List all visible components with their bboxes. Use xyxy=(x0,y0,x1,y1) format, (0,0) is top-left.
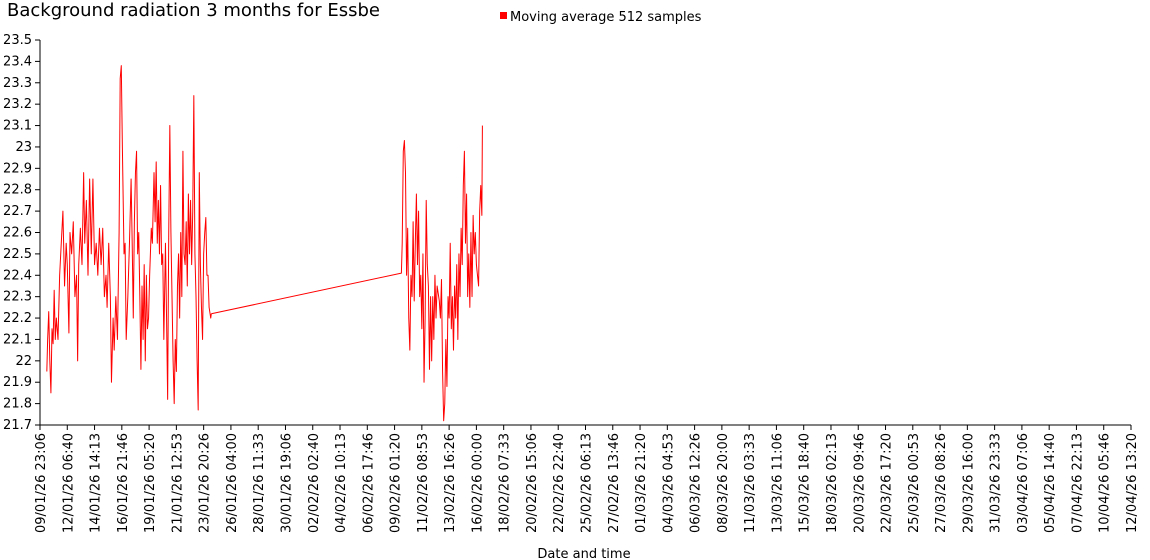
x-tick-label: 03/04/26 07:06 xyxy=(1016,433,1031,533)
x-tick-label: 09/01/26 23:06 xyxy=(34,433,49,533)
x-tick-label: 20/02/26 15:06 xyxy=(525,433,540,533)
x-tick-label: 16/02/26 00:00 xyxy=(470,433,485,533)
x-tick-label: 01/03/26 21:20 xyxy=(634,433,649,533)
legend: Moving average 512 samples xyxy=(500,10,702,25)
x-tick-label: 12/01/26 06:40 xyxy=(61,433,76,533)
y-tick-label: 23 xyxy=(15,140,32,155)
y-tick-label: 21.8 xyxy=(3,397,32,412)
x-tick-label: 06/02/26 17:46 xyxy=(361,433,376,533)
legend-swatch xyxy=(500,12,507,19)
y-tick-label: 22.2 xyxy=(3,311,32,326)
x-tick-label: 22/03/26 17:20 xyxy=(880,433,895,533)
x-tick-label: 25/02/26 06:13 xyxy=(580,433,595,533)
y-tick-label: 23.5 xyxy=(3,33,32,48)
x-tick-label: 18/02/26 07:33 xyxy=(498,433,513,533)
x-axis: 09/01/26 23:06 12/01/26 06:40 14/01/26 14:… xyxy=(34,424,1140,533)
y-tick-label: 21.7 xyxy=(3,418,32,433)
x-tick-label: 31/03/26 23:33 xyxy=(989,433,1004,533)
x-tick-label: 22/02/26 22:40 xyxy=(552,433,567,533)
legend-label: Moving average 512 samples xyxy=(510,10,702,25)
x-tick-label: 02/02/26 02:40 xyxy=(307,433,322,533)
x-tick-label: 20/03/26 09:46 xyxy=(852,433,867,533)
x-tick-label: 13/02/26 16:26 xyxy=(443,433,458,533)
x-tick-label: 30/01/26 19:06 xyxy=(279,433,294,533)
x-tick-label: 06/03/26 12:26 xyxy=(689,433,704,533)
x-tick-label: 18/03/26 02:13 xyxy=(825,433,840,533)
y-tick-label: 22.3 xyxy=(3,290,32,305)
y-tick-label: 22.6 xyxy=(3,226,32,241)
x-tick-label: 09/02/26 01:20 xyxy=(389,433,404,533)
x-tick-label: 23/01/26 20:26 xyxy=(198,433,213,533)
x-tick-label: 21/01/26 12:53 xyxy=(170,433,185,533)
x-tick-label: 28/01/26 11:33 xyxy=(252,433,267,533)
y-tick-label: 22.1 xyxy=(3,332,32,347)
y-tick-label: 22 xyxy=(15,354,32,369)
x-tick-label: 26/01/26 04:00 xyxy=(225,433,240,533)
x-tick-label: 05/04/26 14:40 xyxy=(1043,433,1058,533)
chart-title: Background radiation 3 months for Essbe xyxy=(7,0,380,21)
x-tick-label: 19/01/26 05:20 xyxy=(143,433,158,533)
x-tick-label: 07/04/26 22:13 xyxy=(1070,433,1085,533)
x-tick-label: 04/03/26 04:53 xyxy=(661,433,676,533)
x-tick-label: 16/01/26 21:46 xyxy=(116,433,131,533)
x-tick-label: 08/03/26 20:00 xyxy=(716,433,731,533)
x-tick-label: 25/03/26 00:53 xyxy=(907,433,922,533)
x-tick-label: 15/03/26 18:40 xyxy=(798,433,813,533)
y-axis: 21.7 21.8 21.9 22 22.1 22.2 22.3 22.4 22.5 22.6 22… xyxy=(3,33,41,433)
y-tick-label: 23.1 xyxy=(3,119,32,134)
x-tick-label: 11/02/26 08:53 xyxy=(416,433,431,533)
series-line-0 xyxy=(46,65,483,422)
x-tick-label: 14/01/26 14:13 xyxy=(89,433,104,533)
x-tick-label: 12/04/26 13:20 xyxy=(1125,433,1140,533)
x-tick-label: 04/02/26 10:13 xyxy=(334,433,349,533)
y-tick-label: 22.5 xyxy=(3,247,32,262)
series-layer xyxy=(46,65,483,422)
x-axis-title: Date and time xyxy=(537,547,630,560)
y-tick-label: 23.2 xyxy=(3,97,32,112)
x-tick-label: 29/03/26 16:00 xyxy=(961,433,976,533)
y-tick-label: 22.9 xyxy=(3,161,32,176)
y-tick-label: 21.9 xyxy=(3,375,32,390)
y-tick-label: 22.7 xyxy=(3,204,32,219)
y-tick-label: 23.4 xyxy=(3,54,32,69)
x-tick-label: 11/03/26 03:33 xyxy=(743,433,758,533)
y-tick-label: 23.3 xyxy=(3,76,32,91)
x-tick-label: 27/02/26 13:46 xyxy=(607,433,622,533)
y-tick-label: 22.4 xyxy=(3,268,32,283)
y-tick-label: 22.8 xyxy=(3,183,32,198)
x-tick-label: 10/04/26 05:46 xyxy=(1098,433,1113,533)
x-tick-label: 13/03/26 11:06 xyxy=(770,433,785,533)
x-tick-label: 27/03/26 08:26 xyxy=(934,433,949,533)
